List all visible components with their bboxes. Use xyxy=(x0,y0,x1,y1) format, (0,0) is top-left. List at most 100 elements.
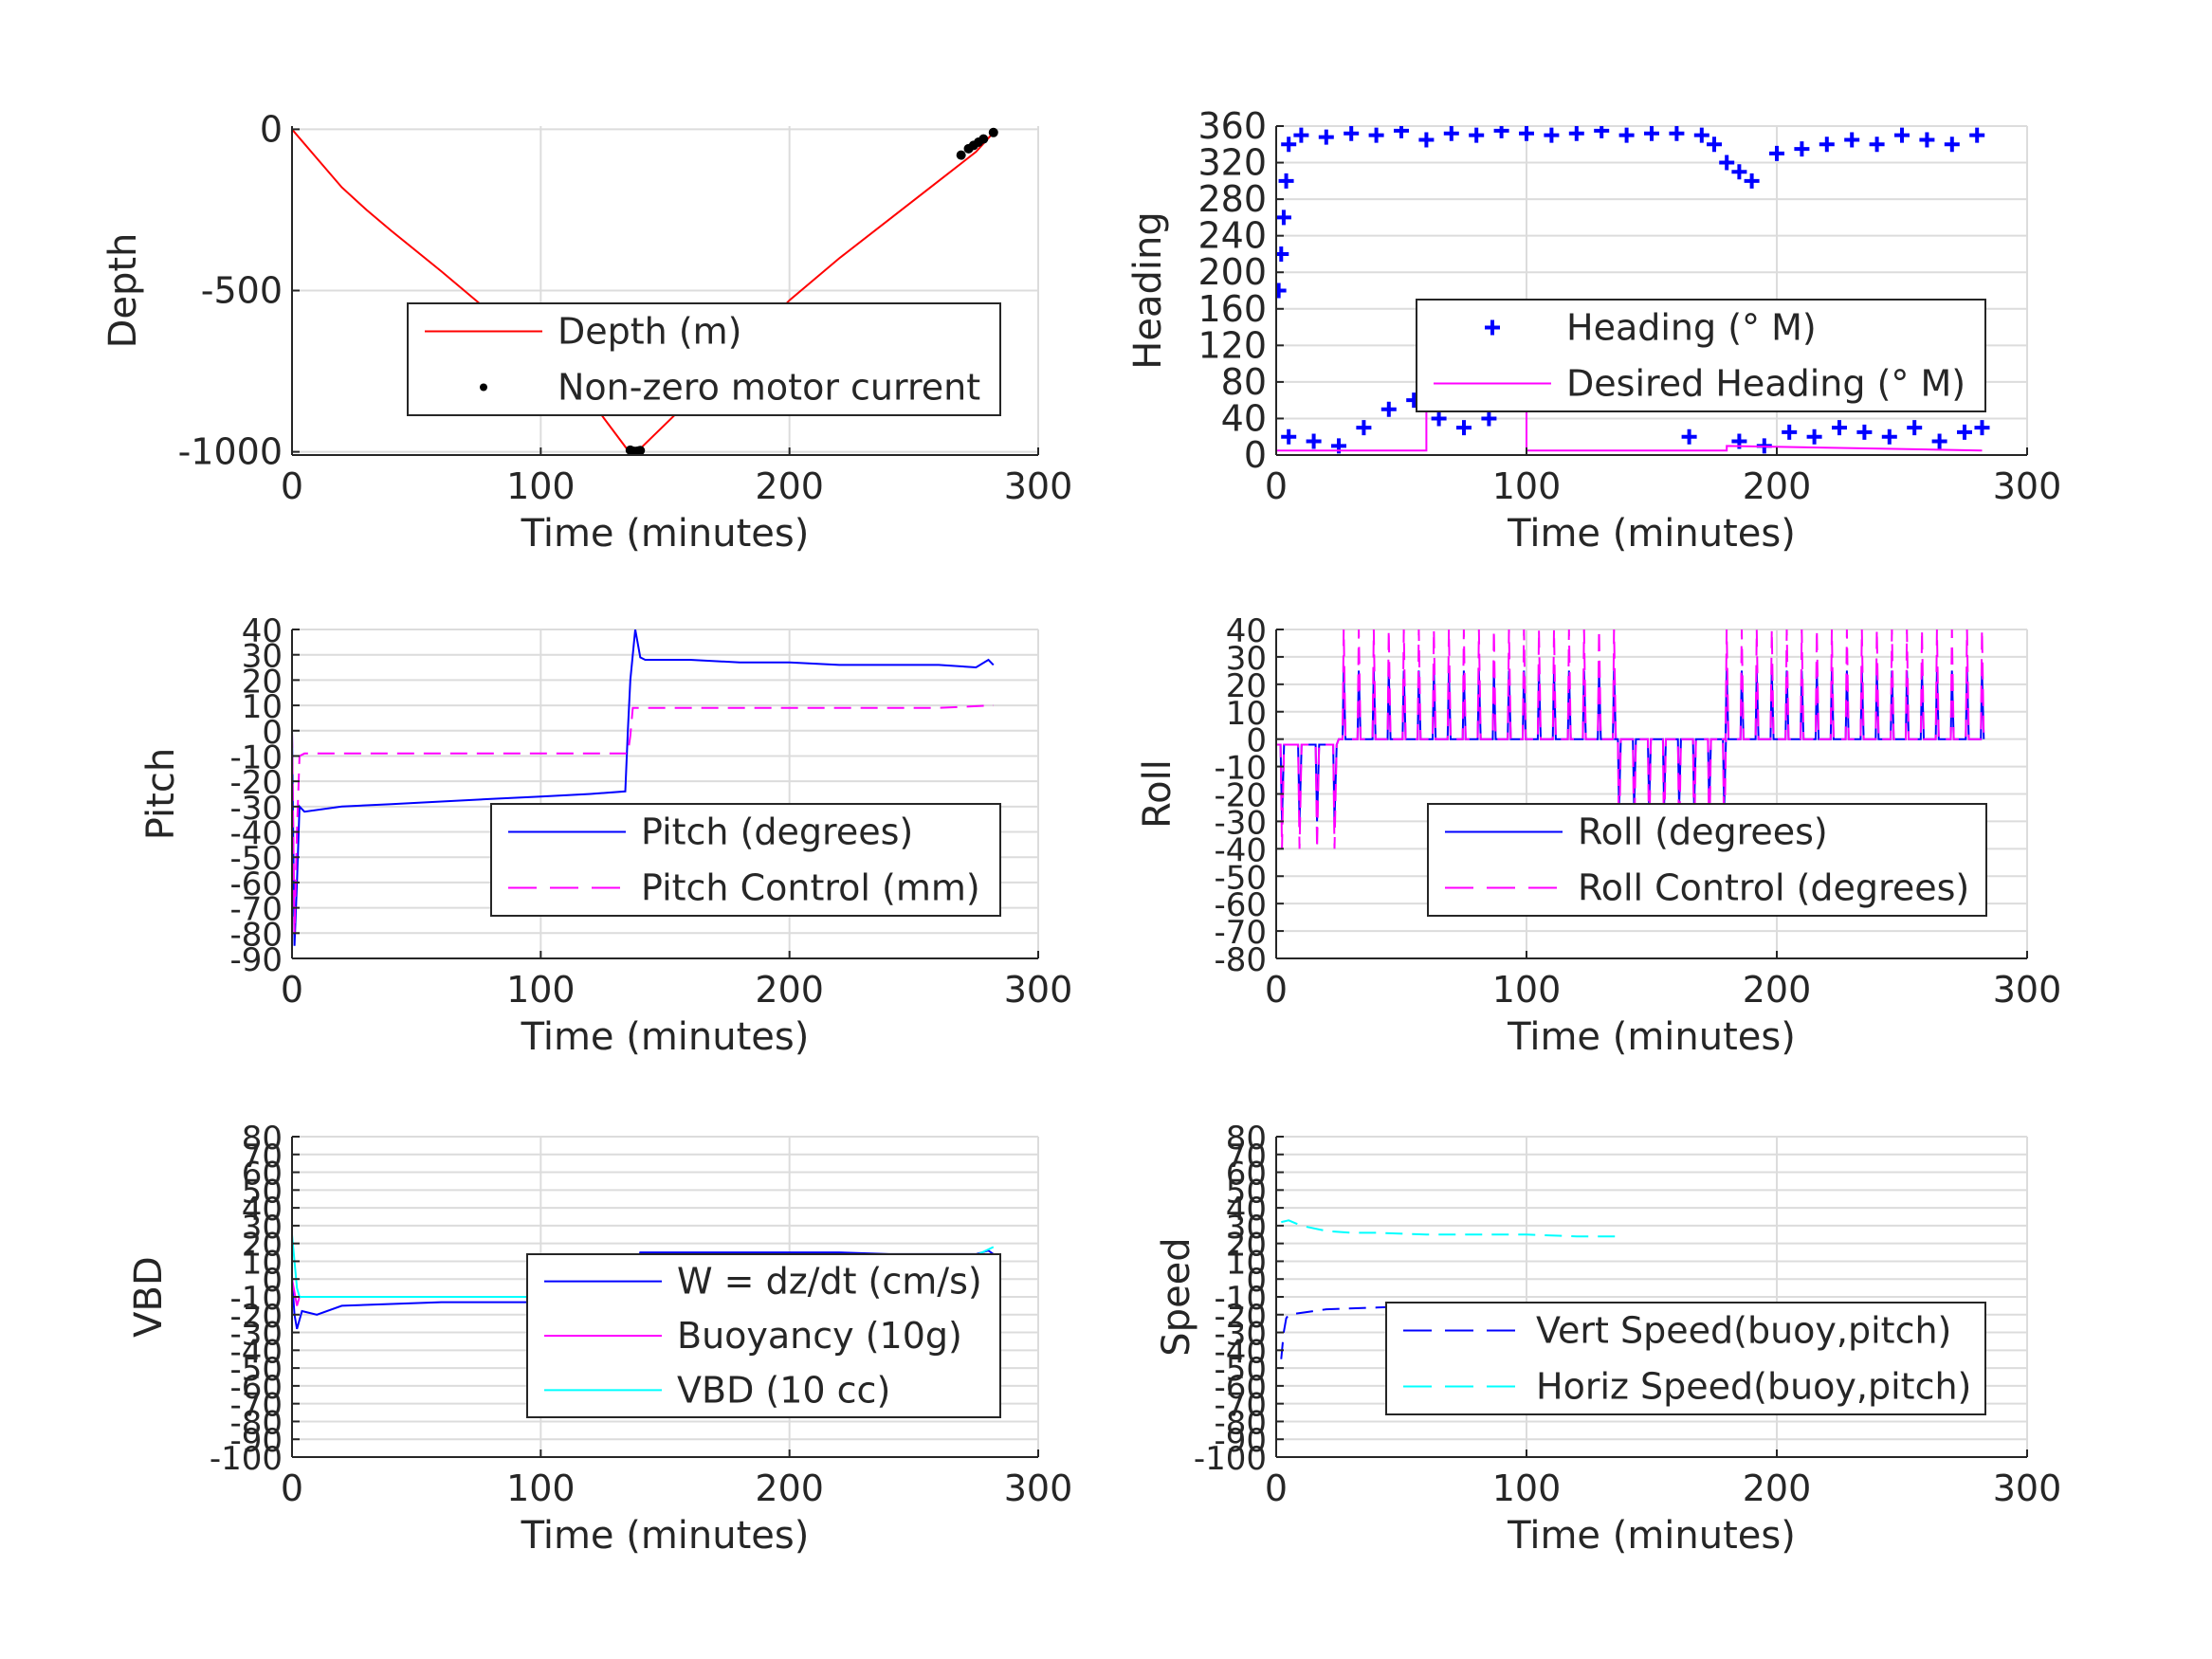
roll-ytick-label: -40 xyxy=(1214,831,1267,869)
speed-chart: 0 100 200 30080706050403020100-10-20-30-40-… xyxy=(1155,1120,2061,1558)
speed-ytick-label: -90 xyxy=(1214,1422,1267,1460)
heading-xlabel: Time (minutes) xyxy=(1507,512,1796,556)
roll-ytick-label: -80 xyxy=(1214,941,1267,979)
heading-heading-point xyxy=(1969,127,1985,143)
pitch-ytick-label: 0 xyxy=(262,714,283,752)
speed-ylabel: Speed xyxy=(1155,1237,1198,1356)
heading-heading-point xyxy=(1380,401,1397,417)
pitch-xlabel: Time (minutes) xyxy=(521,1015,810,1059)
roll-ytick-label: -10 xyxy=(1214,750,1267,788)
speed-ytick-label: 40 xyxy=(1226,1191,1267,1229)
heading-ylabel: Heading xyxy=(1126,211,1170,369)
roll-ytick-label: 30 xyxy=(1226,640,1267,678)
pitch-ylabel: Pitch xyxy=(139,748,183,840)
depth-series-non-zero-motor-current xyxy=(625,127,998,455)
heading-ytick-label: 0 xyxy=(1244,434,1267,476)
heading-heading-point xyxy=(1519,126,1534,141)
heading-heading-point xyxy=(1368,127,1384,143)
vbd-legend-label: W = dz/dt (cm/s) xyxy=(677,1261,982,1303)
heading-heading-point xyxy=(1819,137,1835,153)
depth-motor-point xyxy=(978,134,989,144)
heading-heading-point xyxy=(1306,433,1322,449)
heading-heading-point xyxy=(1931,433,1947,449)
depth-xlabel: Time (minutes) xyxy=(521,512,810,556)
heading-heading-point xyxy=(1669,126,1685,141)
pitch-ytick-label: -10 xyxy=(229,738,283,776)
vbd-ytick-label: -80 xyxy=(229,1404,283,1442)
roll-ytick-label: 10 xyxy=(1226,695,1267,733)
depth-legend-marker xyxy=(480,383,487,392)
pitch-legend-label: Pitch (degrees) xyxy=(641,811,913,853)
heading-heading-point xyxy=(1844,132,1860,148)
depth-motor-point xyxy=(988,127,998,137)
heading-xtick-label: 100 xyxy=(1492,465,1562,507)
heading-heading-point xyxy=(1293,127,1309,143)
pitch-ytick-label: -80 xyxy=(229,916,283,954)
speed-xtick-label: 100 xyxy=(1492,1468,1562,1509)
speed-ytick-label: -70 xyxy=(1214,1387,1267,1425)
roll-xtick-label: 0 xyxy=(1265,969,1288,1011)
pitch-xtick-label: 300 xyxy=(1004,969,1073,1011)
heading-heading-point xyxy=(1281,137,1297,153)
roll-legend: Roll (degrees) Roll Control (degrees) xyxy=(1427,803,1987,917)
vbd-ytick-label: 80 xyxy=(242,1120,283,1158)
heading-heading-point xyxy=(1769,145,1784,161)
heading-legend-label: Heading (° M) xyxy=(1566,307,1817,349)
roll-ytick-label: -50 xyxy=(1214,859,1267,897)
pitch-ytick-label: -20 xyxy=(229,764,283,802)
vbd-ytick-label: 60 xyxy=(242,1156,283,1194)
depth-ylabel: Depth xyxy=(101,233,145,349)
heading-heading-point xyxy=(1907,420,1923,436)
heading-heading-point xyxy=(1356,420,1372,436)
vbd-xlabel: Time (minutes) xyxy=(521,1514,810,1558)
heading-heading-point xyxy=(1881,428,1897,445)
roll-xlabel: Time (minutes) xyxy=(1507,1015,1796,1059)
heading-xtick-label: 300 xyxy=(1993,465,2062,507)
vbd-ytick-label: 70 xyxy=(242,1138,283,1176)
heading-heading-point xyxy=(1731,164,1747,180)
speed-ytick-label: 10 xyxy=(1226,1244,1267,1282)
depth-series-group xyxy=(292,127,998,455)
speed-xtick-label: 200 xyxy=(1743,1468,1812,1509)
heading-heading-point xyxy=(1456,420,1472,436)
heading-heading-point xyxy=(1544,127,1560,143)
heading-heading-point xyxy=(1481,410,1497,427)
speed-ytick-label: -10 xyxy=(1214,1280,1267,1318)
heading-ytick-label: 80 xyxy=(1221,361,1267,403)
depth-xtick-label: 300 xyxy=(1004,465,1073,507)
roll-series-roll-control-degrees xyxy=(1276,629,1985,849)
roll-legend-box xyxy=(1427,803,1987,917)
heading-xtick-label: 0 xyxy=(1265,465,1288,507)
depth-motor-point xyxy=(635,446,646,455)
heading-heading-point xyxy=(1707,137,1722,153)
heading-heading-point xyxy=(1856,424,1873,440)
heading-heading-point xyxy=(1344,126,1360,141)
speed-ytick-label: 0 xyxy=(1246,1262,1267,1300)
speed-ytick-label: 20 xyxy=(1226,1227,1267,1265)
pitch-ytick-label: 40 xyxy=(242,612,283,650)
heading-heading-point xyxy=(1806,428,1822,445)
heading-chart: 0 100 200 30004080120160200240280320360Time… xyxy=(1126,105,2061,556)
vbd-ytick-label: -50 xyxy=(229,1351,283,1389)
roll-ylabel: Roll xyxy=(1136,759,1179,829)
pitch-ytick-label: -70 xyxy=(229,891,283,929)
heading-heading-point xyxy=(1276,210,1291,226)
vbd-ytick-label: -20 xyxy=(229,1298,283,1336)
vbd-ytick-label: -90 xyxy=(229,1422,283,1460)
speed-ytick-label: -80 xyxy=(1214,1404,1267,1442)
speed-series-horiz-speed-buoy-pitch xyxy=(1281,1219,1619,1238)
heading-heading-point xyxy=(1394,126,1409,138)
depth-legend-label: Non-zero motor current xyxy=(558,367,980,409)
roll-ytick-label: -20 xyxy=(1214,777,1267,815)
vbd-legend-label: VBD (10 cc) xyxy=(677,1369,890,1411)
heading-ytick-label: 200 xyxy=(1197,251,1267,293)
heading-heading-point xyxy=(1418,132,1435,148)
heading-ytick-label: 360 xyxy=(1197,105,1267,147)
pitch-xtick-label: 100 xyxy=(506,969,576,1011)
pitch-ytick-label: -30 xyxy=(229,790,283,828)
vbd-xtick-label: 100 xyxy=(506,1468,576,1509)
heading-heading-point xyxy=(1719,155,1735,171)
roll-xtick-label: 300 xyxy=(1993,969,2062,1011)
roll-ytick-label: 40 xyxy=(1226,612,1267,650)
vbd-ytick-label: -40 xyxy=(229,1333,283,1371)
